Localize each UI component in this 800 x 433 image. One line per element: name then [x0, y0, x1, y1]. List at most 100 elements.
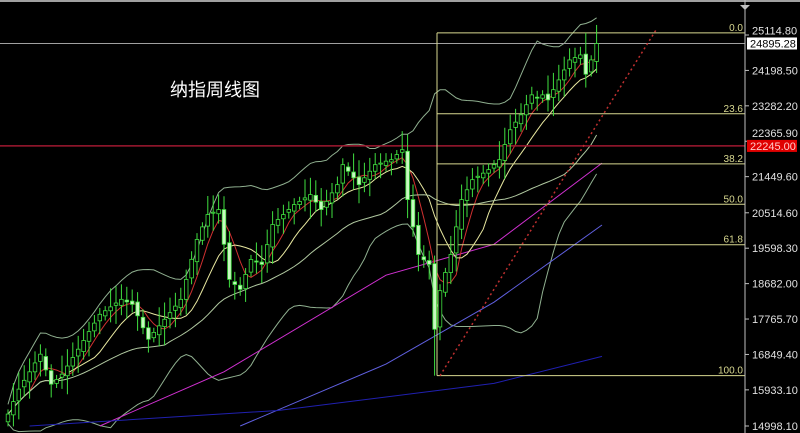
candle	[405, 134, 410, 219]
candle-body	[589, 59, 594, 73]
candle	[113, 286, 119, 324]
candle-body	[459, 199, 464, 230]
candle	[162, 302, 167, 346]
candle-body	[205, 214, 210, 227]
candle	[286, 201, 291, 219]
candle-body	[281, 214, 286, 220]
candle	[205, 196, 210, 238]
candle-body	[480, 172, 486, 179]
candle-body	[540, 94, 545, 99]
candle-body	[448, 254, 453, 273]
candle-body	[545, 93, 551, 101]
candle	[216, 194, 221, 224]
candle	[345, 162, 351, 176]
candle	[76, 335, 81, 373]
candle	[264, 229, 270, 273]
candle-body	[405, 150, 410, 200]
candle	[421, 245, 426, 268]
candle-body	[11, 401, 16, 416]
price-tick-label: 18682.00	[752, 279, 798, 291]
candle	[259, 245, 264, 284]
fib-level-label: 100.0	[718, 366, 743, 377]
candle-body	[232, 281, 237, 285]
candle	[464, 176, 470, 218]
candle-body	[216, 209, 221, 215]
candle	[210, 195, 216, 231]
candle	[227, 231, 232, 288]
candle-body	[54, 379, 59, 384]
candle	[453, 210, 459, 272]
candle-body	[394, 154, 399, 160]
candle	[156, 307, 162, 347]
candle-body	[318, 200, 324, 210]
candle	[243, 268, 248, 302]
candle	[151, 327, 156, 343]
candle	[248, 254, 254, 277]
candle	[140, 309, 146, 335]
candle-body	[27, 371, 32, 383]
candle	[194, 233, 200, 276]
candle	[367, 157, 372, 197]
price-tick-label: 20514.60	[752, 208, 798, 220]
candle	[475, 166, 480, 193]
candle	[221, 196, 227, 262]
candle-body	[335, 184, 340, 194]
candle-body	[113, 302, 119, 306]
candle	[562, 56, 567, 97]
candle	[437, 284, 443, 341]
candle	[291, 198, 297, 225]
candle	[578, 46, 583, 65]
candle-body	[378, 162, 383, 165]
candle	[81, 328, 86, 360]
candle	[5, 409, 11, 427]
candle	[43, 348, 48, 377]
candle	[21, 365, 27, 397]
candle-body	[286, 209, 291, 213]
candle	[372, 153, 378, 180]
candle	[594, 24, 599, 74]
candle-body	[167, 312, 173, 319]
candle	[135, 292, 140, 331]
candle	[356, 160, 362, 204]
candle-body	[562, 69, 567, 81]
candle	[178, 287, 183, 316]
line-price-badge	[747, 139, 797, 152]
price-tick-label: 17765.70	[752, 314, 798, 326]
candle-body	[297, 200, 302, 205]
candle-body	[178, 298, 183, 309]
current-price-label: 24895.28	[750, 38, 796, 50]
candle-body	[432, 263, 437, 330]
candle-body	[162, 318, 167, 327]
price-tick-label: 14998.10	[752, 421, 798, 433]
candle	[416, 212, 421, 272]
ma-5-line	[7, 57, 597, 415]
candle-body	[475, 175, 480, 178]
candle-body	[329, 192, 335, 204]
candle-body	[59, 373, 65, 378]
candle	[448, 235, 453, 285]
top-border	[0, 0, 800, 2]
candle-body	[356, 176, 362, 186]
price-tick-label: 19598.30	[752, 243, 798, 255]
candle	[329, 183, 335, 218]
candle-body	[389, 159, 394, 163]
candle	[103, 306, 108, 321]
candle-body	[97, 313, 102, 322]
candle	[399, 131, 405, 164]
price-tick-label: 21449.60	[752, 172, 798, 184]
candle	[459, 184, 464, 240]
candle	[480, 165, 486, 185]
candle	[432, 255, 437, 376]
candle	[119, 284, 124, 316]
candle-body	[254, 260, 259, 263]
candle-body	[270, 224, 275, 248]
candle-body	[351, 171, 356, 179]
candle-body	[32, 362, 38, 373]
candle-body	[416, 224, 421, 255]
candle	[443, 267, 448, 297]
long-ma-line-1	[240, 224, 603, 427]
candle-body	[81, 340, 86, 352]
candle-body	[38, 353, 43, 362]
candle	[545, 75, 551, 112]
candle-body	[453, 226, 459, 254]
